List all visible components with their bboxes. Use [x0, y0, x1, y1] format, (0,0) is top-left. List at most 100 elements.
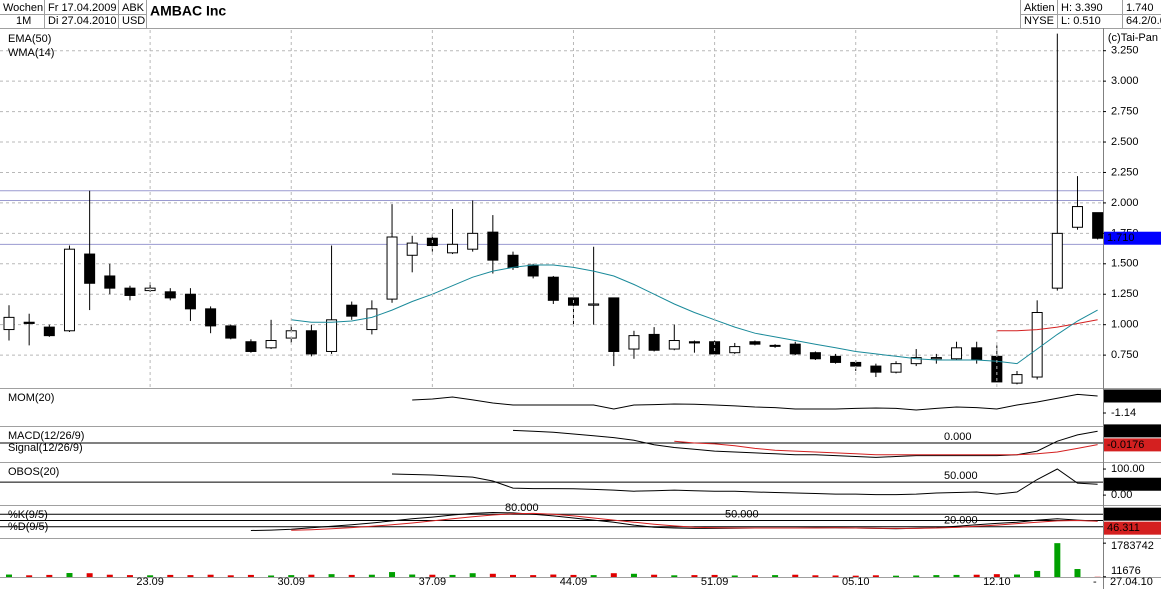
volume-bar [469, 573, 476, 577]
exchange: NYSE [1024, 15, 1054, 27]
candle-body [749, 341, 761, 345]
volume-bar [167, 574, 174, 577]
candle-body [729, 346, 741, 354]
y-tick-label: 0.00 [1111, 489, 1132, 501]
period: Wochen [3, 2, 43, 14]
y-tick-label: 0.750 [1111, 349, 1139, 361]
candle-body [305, 330, 317, 355]
volume-bar [1074, 569, 1081, 577]
candle-body [769, 344, 781, 347]
volume-bar [691, 575, 698, 577]
candle-body [245, 341, 257, 352]
candle-body [406, 242, 418, 256]
volume-bar [449, 574, 456, 577]
volume-bar [731, 575, 738, 577]
candle-body [688, 341, 700, 344]
volume-bar [46, 574, 53, 577]
volume-bar [751, 575, 758, 577]
indicator-line [996, 319, 1098, 332]
y-tick-label: -1.14 [1111, 407, 1136, 419]
date-to: Di 27.04.2010 [48, 15, 117, 27]
last-value-label: -0.0176 [1107, 439, 1144, 451]
y-tick-label: 11676 [1111, 565, 1141, 577]
indicator-line [412, 393, 1098, 411]
candle-body [487, 231, 499, 261]
security-name: AMBAC Inc [150, 3, 226, 19]
legend-entry: WMA(14) [8, 47, 54, 59]
last-value-label: 47.101 [1107, 508, 1141, 520]
volume-bar [993, 574, 1000, 577]
indicator-line [512, 429, 1098, 458]
y-tick-label: 2.250 [1111, 166, 1139, 178]
x-tick-label: 12.10 [983, 576, 1011, 588]
y-tick-label: 1.500 [1111, 258, 1139, 270]
candle-body [971, 347, 983, 361]
volume-bar [308, 574, 315, 577]
volume-bar [550, 574, 557, 577]
volume-bar [651, 574, 658, 577]
candle-body [326, 319, 338, 352]
y-tick-label: 3.250 [1111, 45, 1139, 57]
candle-body [1031, 312, 1043, 378]
legend-entry: EMA(50) [8, 33, 51, 45]
legend-entry: %K(9/5) [8, 509, 48, 521]
period-low: L: 0.510 [1061, 15, 1101, 27]
y-tick-label: 3.000 [1111, 75, 1139, 87]
level-label: 0.000 [944, 431, 972, 443]
ratio: 64.2/0.680 [1126, 15, 1161, 27]
x-tick-label: 30.09 [277, 576, 305, 588]
candle-body [870, 365, 882, 373]
interval: 1M [16, 15, 31, 27]
volume-bar [86, 573, 93, 577]
last-value-box [1104, 231, 1161, 245]
candle-body [205, 308, 217, 327]
level-label: 50.000 [944, 470, 978, 482]
volume-bar [832, 575, 839, 577]
candle-body [709, 341, 721, 355]
symbol: ABK [122, 2, 145, 14]
last-value-box [1104, 438, 1161, 452]
last-value-label: 1.710 [1107, 232, 1135, 244]
last-value-box [1104, 477, 1161, 491]
candle-body [3, 316, 15, 331]
candle-body [124, 287, 136, 296]
volume-bar [792, 574, 799, 577]
candle-body [386, 236, 398, 300]
x-tick-label: 51.09 [701, 576, 729, 588]
volume-bar [26, 575, 33, 577]
candle-body [346, 304, 358, 317]
last-value-box [1104, 389, 1161, 403]
candle-body [507, 254, 519, 268]
volume-bar [66, 573, 73, 577]
copyright: (c)Tai-Pan [1108, 32, 1158, 44]
x-tick-label: 37.09 [419, 576, 447, 588]
candle-body [366, 308, 378, 331]
last-value-box [1104, 507, 1161, 521]
candle-body [830, 355, 842, 363]
last-value-box [1104, 521, 1161, 535]
footer-date: 27.04.10 [1110, 576, 1153, 588]
last-value-label: 41.667 [1107, 478, 1141, 490]
volume-bar [570, 574, 577, 577]
candle-body [43, 326, 55, 337]
candle-body [890, 363, 902, 373]
volume-bar [852, 575, 859, 577]
volume-bar [6, 574, 12, 577]
last-value-label: 0.860 [1107, 390, 1135, 402]
candle-body [447, 243, 459, 254]
y-tick-label: 2.750 [1111, 105, 1139, 117]
volume-bar [1014, 574, 1020, 577]
volume-bar [510, 574, 516, 577]
footer-mark: - [1093, 576, 1097, 588]
volume-bar [872, 575, 879, 577]
candle-body [608, 297, 620, 352]
level-label: 50.000 [725, 508, 759, 520]
volume-bar [147, 575, 154, 577]
candle-body [809, 352, 821, 360]
y-tick-label: 2.000 [1111, 197, 1139, 209]
last-value-label: 46.311 [1107, 522, 1140, 534]
volume-bar [288, 575, 295, 577]
volume-bar [106, 574, 113, 577]
volume-bar [247, 574, 254, 577]
